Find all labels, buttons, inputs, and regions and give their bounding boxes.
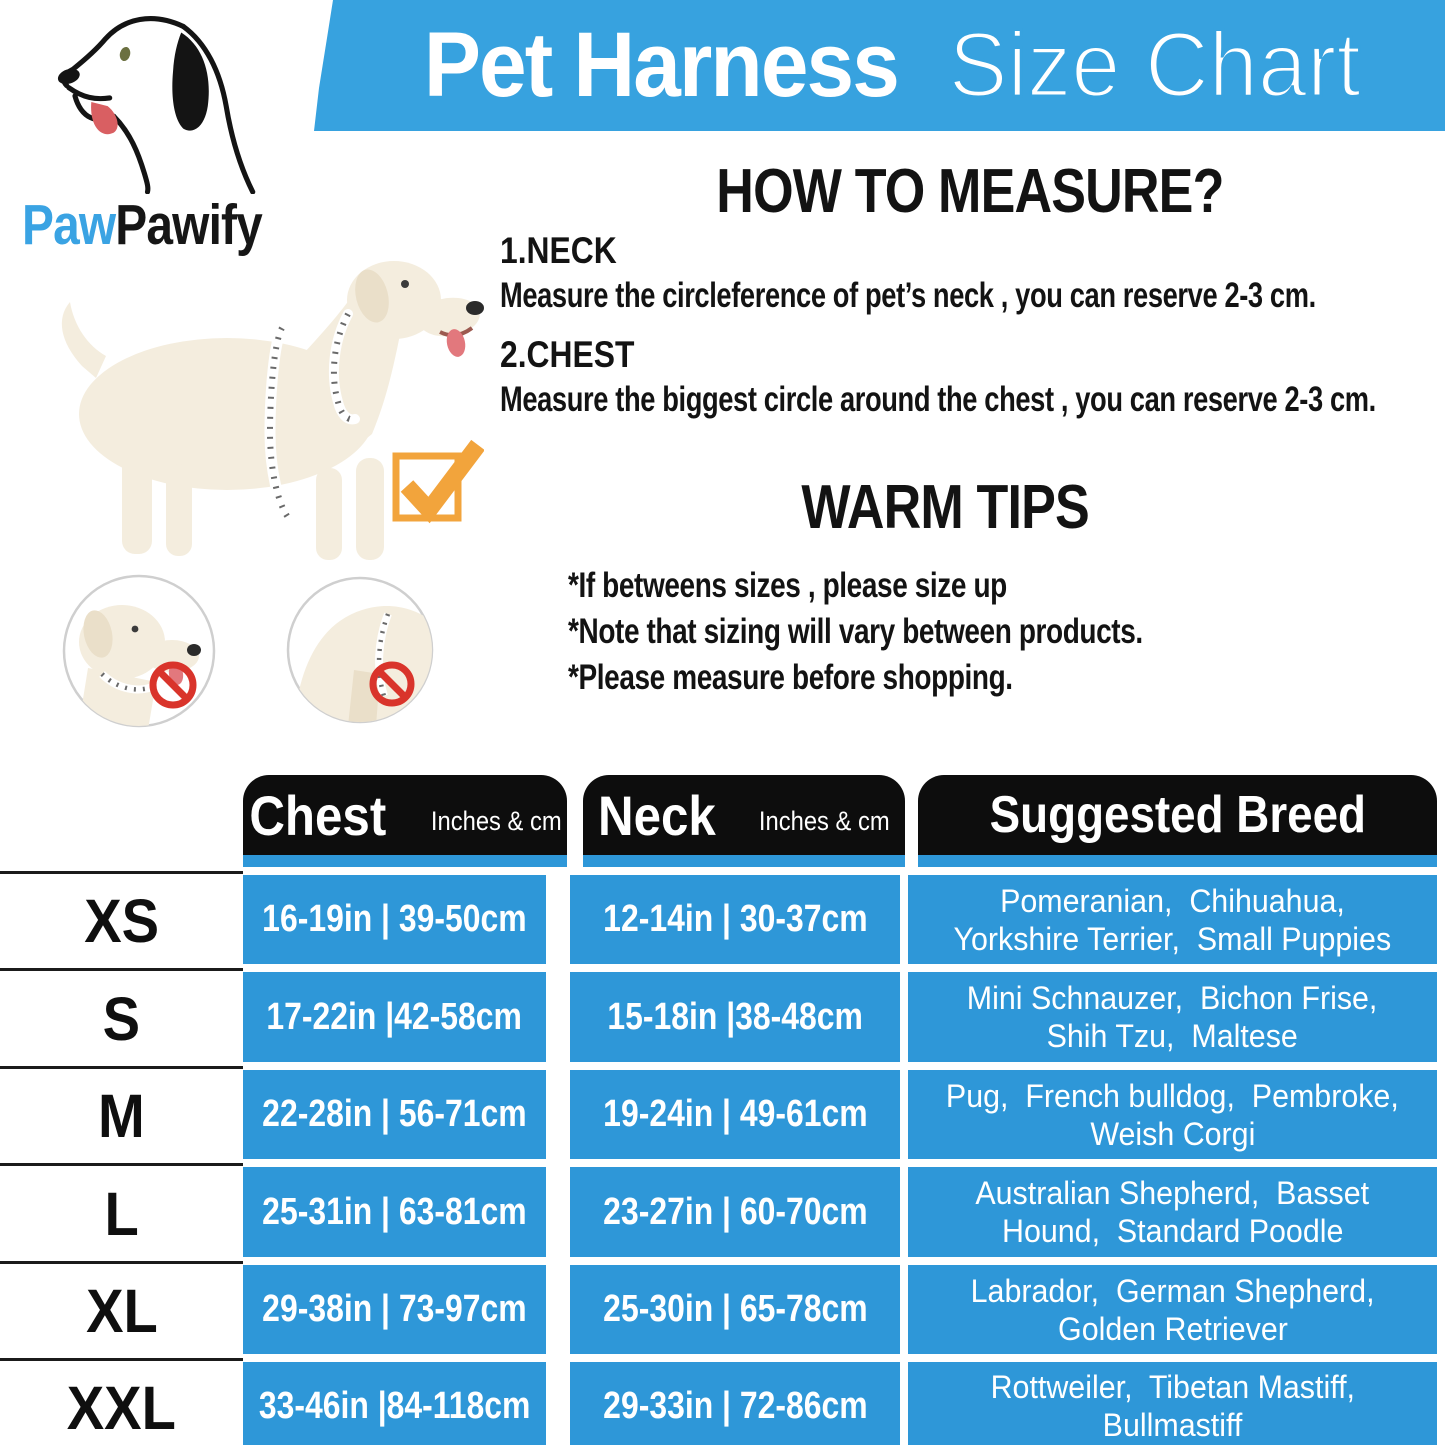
header-banner-background — [314, 0, 1445, 131]
size-label: S — [0, 968, 243, 1066]
size-label: XS — [0, 871, 243, 968]
step-chest-label: 2.CHEST — [500, 334, 635, 375]
table-row: L 25-31in | 63-81cm 23-27in | 60-70cm Au… — [0, 1163, 1445, 1261]
neck-value-cell: 19-24in | 49-61cm — [570, 1070, 900, 1159]
table-row: XXL 33-46in |84-118cm 29-33in | 72-86cm … — [0, 1358, 1445, 1445]
chest-value-cell: 22-28in | 56-71cm — [243, 1070, 546, 1159]
breed-cell: Mini Schnauzer, Bichon Frise, Shih Tzu, M… — [908, 972, 1437, 1062]
neck-value-cell: 23-27in | 60-70cm — [570, 1167, 900, 1257]
chest-value-cell: 29-38in | 73-97cm — [243, 1265, 546, 1354]
breed-cell: Labrador, German Shepherd, Golden Retriev… — [908, 1265, 1437, 1354]
warm-tip-2: *Note that sizing will vary between prod… — [568, 612, 1143, 651]
header-banner: Pet Harness Size Chart — [0, 0, 1445, 131]
wrong-neck-measure-inset — [62, 574, 216, 728]
step-neck-label: 1.NECK — [500, 230, 617, 271]
chest-value-cell: 17-22in |42-58cm — [243, 972, 546, 1062]
prohibited-icon — [149, 661, 197, 709]
chest-value-cell: 33-46in |84-118cm — [243, 1362, 546, 1445]
column-header-chest: Chest Inches & cm — [243, 775, 567, 855]
size-label: L — [0, 1163, 243, 1261]
breed-cell: Pug, French bulldog, Pembroke, Weish Corg… — [908, 1070, 1437, 1159]
how-to-measure-heading: HOW TO MEASURE? — [716, 157, 1224, 226]
size-label: M — [0, 1066, 243, 1163]
breed-cell: Rottweiler, Tibetan Mastiff, Bullmastiff — [908, 1362, 1437, 1445]
step-chest-text: Measure the biggest circle around the ch… — [500, 380, 1376, 419]
header-strip-chest — [243, 855, 567, 867]
column-header-neck: Neck Inches & cm — [583, 775, 905, 855]
prohibited-icon — [369, 661, 415, 707]
breed-cell: Australian Shepherd, Basset Hound, Standa… — [908, 1167, 1437, 1257]
dog-measuring-illustration — [61, 261, 484, 560]
table-row: M 22-28in | 56-71cm 19-24in | 49-61cm Pu… — [0, 1066, 1445, 1163]
warm-tip-3: *Please measure before shopping. — [568, 658, 1013, 697]
neck-value-cell: 12-14in | 30-37cm — [570, 875, 900, 964]
correct-checkmark-icon — [392, 439, 484, 524]
warm-tip-1: *If betweens sizes , please size up — [568, 566, 1007, 605]
table-row: XS 16-19in | 39-50cm 12-14in | 30-37cm P… — [0, 871, 1445, 968]
brand-prefix: Paw — [22, 193, 116, 257]
neck-value-cell: 29-33in | 72-86cm — [570, 1362, 900, 1445]
column-header-breed: Suggested Breed — [918, 775, 1437, 855]
neck-value-cell: 25-30in | 65-78cm — [570, 1265, 900, 1354]
header-strip-neck — [583, 855, 905, 867]
header-strip-breed — [918, 855, 1437, 867]
step-neck-text: Measure the circleference of pet’s neck … — [500, 276, 1316, 315]
brand-wordmark: PawPawify — [22, 192, 308, 258]
neck-value-cell: 15-18in |38-48cm — [570, 972, 900, 1062]
table-row: XL 29-38in | 73-97cm 25-30in | 65-78cm L… — [0, 1261, 1445, 1358]
logo-dog-head-icon — [57, 16, 256, 194]
size-label: XL — [0, 1261, 243, 1358]
brand-suffix: Pawify — [115, 193, 262, 257]
breed-cell: Pomeranian, Chihuahua, Yorkshire Terrier,… — [908, 875, 1437, 964]
page-title: Pet Harness Size Chart — [330, 0, 1445, 131]
chest-value-cell: 25-31in | 63-81cm — [243, 1167, 546, 1257]
page-title-light: Size Chart — [947, 13, 1362, 118]
size-label: XXL — [0, 1358, 243, 1445]
chest-value-cell: 16-19in | 39-50cm — [243, 875, 546, 964]
wrong-chest-measure-inset — [286, 576, 434, 724]
warm-tips-heading: WARM TIPS — [801, 473, 1089, 542]
table-row: S 17-22in |42-58cm 15-18in |38-48cm Mini… — [0, 968, 1445, 1066]
page-title-bold: Pet Harness — [423, 14, 900, 116]
